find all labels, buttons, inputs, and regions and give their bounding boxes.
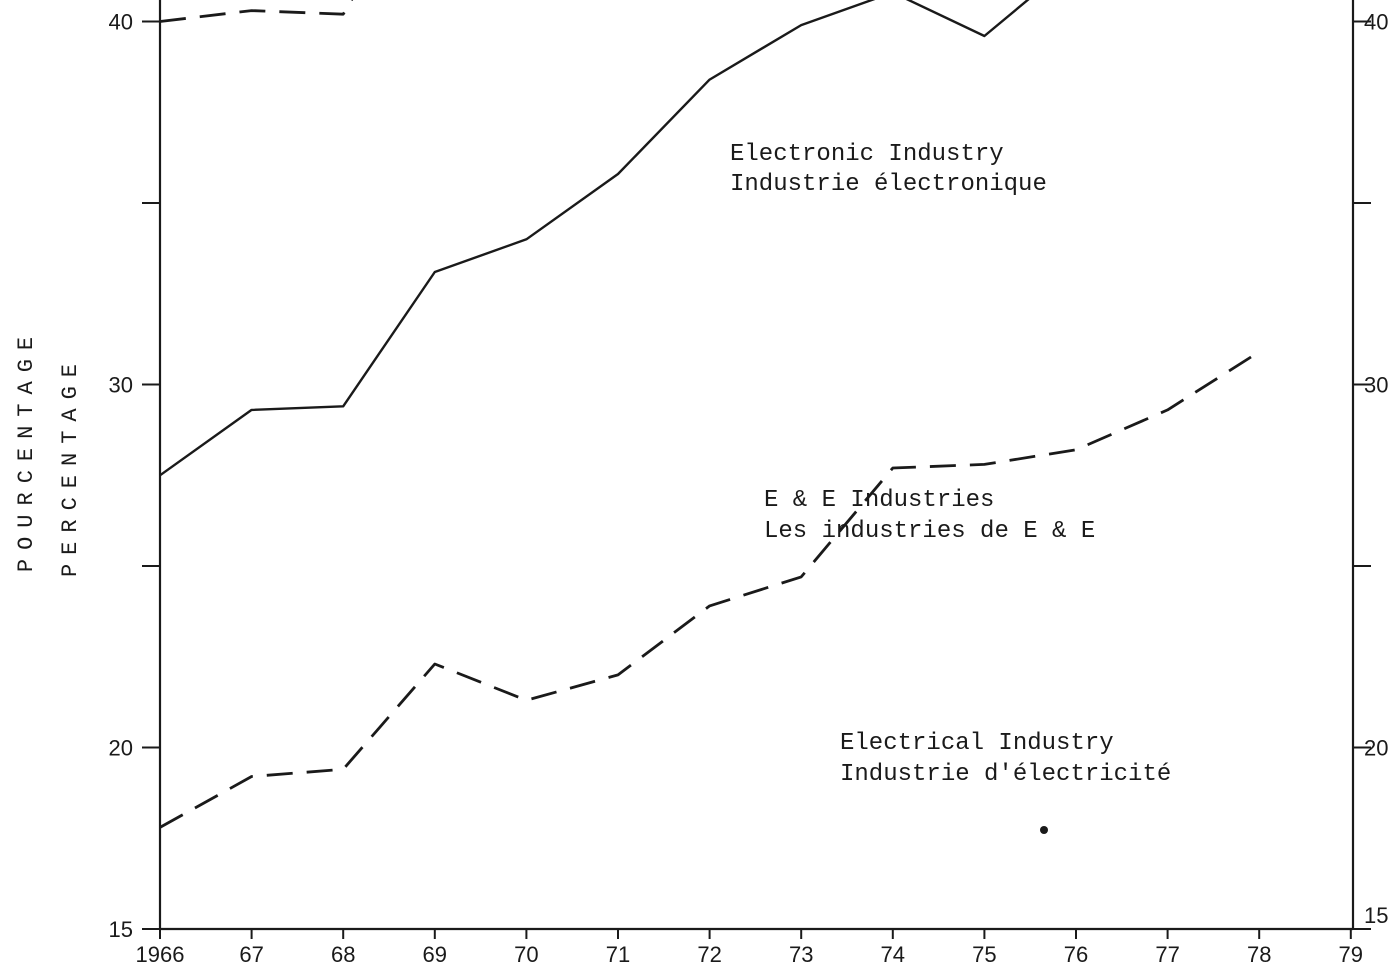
x-tick-label: 68 bbox=[331, 942, 355, 967]
y-tick-label-right: 15 bbox=[1364, 903, 1388, 928]
x-tick-label: 73 bbox=[789, 942, 813, 967]
x-tick-label: 69 bbox=[423, 942, 447, 967]
y-axis-title-en: PERCENTAGE bbox=[58, 355, 83, 577]
x-tick-label: 75 bbox=[972, 942, 996, 967]
x-tick-label: 79 bbox=[1339, 942, 1363, 967]
series-label-electrical-en: Electrical Industry bbox=[840, 730, 1114, 757]
y-tick-label-left: 15 bbox=[109, 917, 133, 942]
y-tick-label-left: 30 bbox=[109, 373, 133, 398]
chart-lines bbox=[159, 0, 1260, 829]
series-label-electronic-en: Electronic Industry bbox=[730, 141, 1004, 168]
x-tick-label: 72 bbox=[697, 942, 721, 967]
chart-axes bbox=[158, 0, 1355, 931]
y-tick-label-right: 30 bbox=[1364, 373, 1388, 398]
line-electronic-industry bbox=[159, 0, 354, 23]
stray-dot bbox=[1040, 826, 1048, 834]
y-tick-label-left: 20 bbox=[109, 736, 133, 761]
y-axis-title-fr: POURCENTAGE bbox=[14, 328, 39, 572]
x-tick-label: 78 bbox=[1247, 942, 1271, 967]
x-tick-label: 70 bbox=[514, 942, 538, 967]
x-tick-label: 67 bbox=[239, 942, 263, 967]
y-tick-label-left: 40 bbox=[109, 10, 133, 35]
series-label-electronic-fr: Industrie électronique bbox=[730, 171, 1047, 198]
line-electrical-industry bbox=[159, 350, 1260, 829]
x-tick-label: 71 bbox=[606, 942, 630, 967]
x-tick-label: 1966 bbox=[136, 942, 185, 967]
series-label-ee-fr: Les industries de E & E bbox=[764, 518, 1095, 545]
line-ee-industries bbox=[159, 0, 1030, 477]
x-tick-label: 74 bbox=[881, 942, 905, 967]
series-label-electrical-fr: Industrie d'électricité bbox=[840, 761, 1171, 788]
y-tick-label-right: 40 bbox=[1364, 10, 1388, 35]
series-label-ee-en: E & E Industries bbox=[764, 487, 994, 514]
chart-ticks: 1520304050601520304050601966676869707172… bbox=[109, 10, 1389, 968]
x-tick-label: 76 bbox=[1064, 942, 1088, 967]
x-tick-label: 77 bbox=[1155, 942, 1179, 967]
series-labels: Electronic Industry Industrie électroniq… bbox=[730, 141, 1171, 788]
y-tick-label-right: 20 bbox=[1364, 736, 1388, 761]
